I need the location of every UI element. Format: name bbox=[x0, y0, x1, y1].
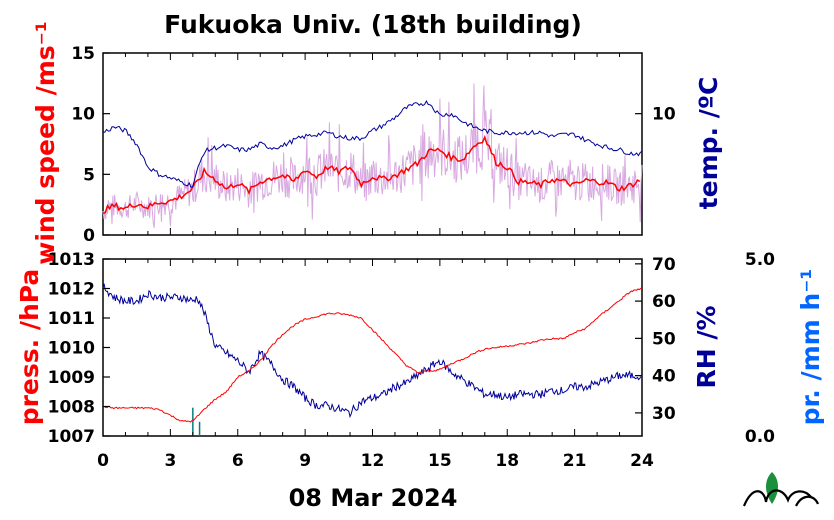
x-tick-label-4: 12 bbox=[361, 451, 385, 471]
logo-leaf bbox=[766, 472, 778, 504]
x-tick-label-6: 18 bbox=[495, 451, 519, 471]
x-tick-label-5: 15 bbox=[428, 451, 452, 471]
wind-y-tick-label-2: 10 bbox=[71, 105, 95, 125]
wind-y-tick-label-1: 5 bbox=[83, 165, 95, 185]
pressure-y-tick-label-0: 1007 bbox=[48, 427, 95, 447]
wind-speed-axis-title: wind speed /ms⁻¹ bbox=[31, 21, 60, 265]
bottom-panel-axes: 100710081009101010111012101330405060700.… bbox=[48, 250, 775, 471]
bottom-panel-frame bbox=[102, 258, 643, 437]
rh-y-tick-label-1: 40 bbox=[652, 367, 676, 387]
rh-y-tick-label-0: 30 bbox=[652, 404, 676, 424]
x-tick-label-2: 6 bbox=[232, 451, 244, 471]
wind-y-tick-label-3: 15 bbox=[71, 44, 95, 64]
rh-y-tick-label-3: 60 bbox=[652, 292, 676, 312]
pressure-y-tick-label-6: 1013 bbox=[48, 250, 95, 270]
rh-y-tick-label-4: 70 bbox=[652, 255, 676, 275]
top-panel-frame bbox=[102, 52, 643, 236]
rh-y-tick-label-2: 50 bbox=[652, 329, 676, 349]
top-panel-plot bbox=[102, 83, 643, 229]
logo-swoosh bbox=[742, 489, 820, 507]
rh-line bbox=[102, 283, 642, 419]
x-tick-label-3: 9 bbox=[299, 451, 311, 471]
wind-y-tick-label-0: 0 bbox=[83, 226, 95, 246]
pressure-y-tick-label-2: 1009 bbox=[48, 368, 95, 388]
precip-axis-title: pr. /mm h⁻¹ bbox=[796, 269, 825, 426]
temperature-line bbox=[102, 100, 643, 188]
bottom-panel-plot bbox=[102, 283, 643, 436]
chart-title: Fukuoka Univ. (18th building) bbox=[164, 10, 582, 39]
pressure-y-tick-label-1: 1008 bbox=[48, 398, 95, 418]
precip-y-tick-label-1: 5.0 bbox=[745, 250, 775, 270]
pressure-y-tick-label-5: 1012 bbox=[48, 280, 95, 300]
institution-logo bbox=[742, 472, 820, 507]
temp-axis-title: temp. /ºC bbox=[694, 77, 723, 210]
date-label: 08 Mar 2024 bbox=[289, 484, 458, 512]
x-tick-label-7: 21 bbox=[563, 451, 587, 471]
pressure-axis-title: press. /hPa bbox=[15, 269, 44, 426]
wind-speed-raw-line bbox=[102, 83, 643, 229]
temp-y-tick-label-0: 10 bbox=[652, 105, 676, 125]
x-tick-label-1: 3 bbox=[164, 451, 176, 471]
wind-speed-line bbox=[102, 134, 641, 214]
rh-axis-title: RH /% bbox=[692, 305, 721, 388]
pressure-line bbox=[102, 287, 643, 423]
top-panel-axes: 0 5 10 15 10 bbox=[71, 44, 676, 246]
x-tick-label-8: 24 bbox=[630, 451, 654, 471]
x-tick-label-0: 0 bbox=[97, 451, 109, 471]
pressure-y-tick-label-4: 1011 bbox=[48, 309, 95, 329]
pressure-y-tick-label-3: 1010 bbox=[48, 339, 95, 359]
precip-y-tick-label-0: 0.0 bbox=[745, 427, 775, 447]
